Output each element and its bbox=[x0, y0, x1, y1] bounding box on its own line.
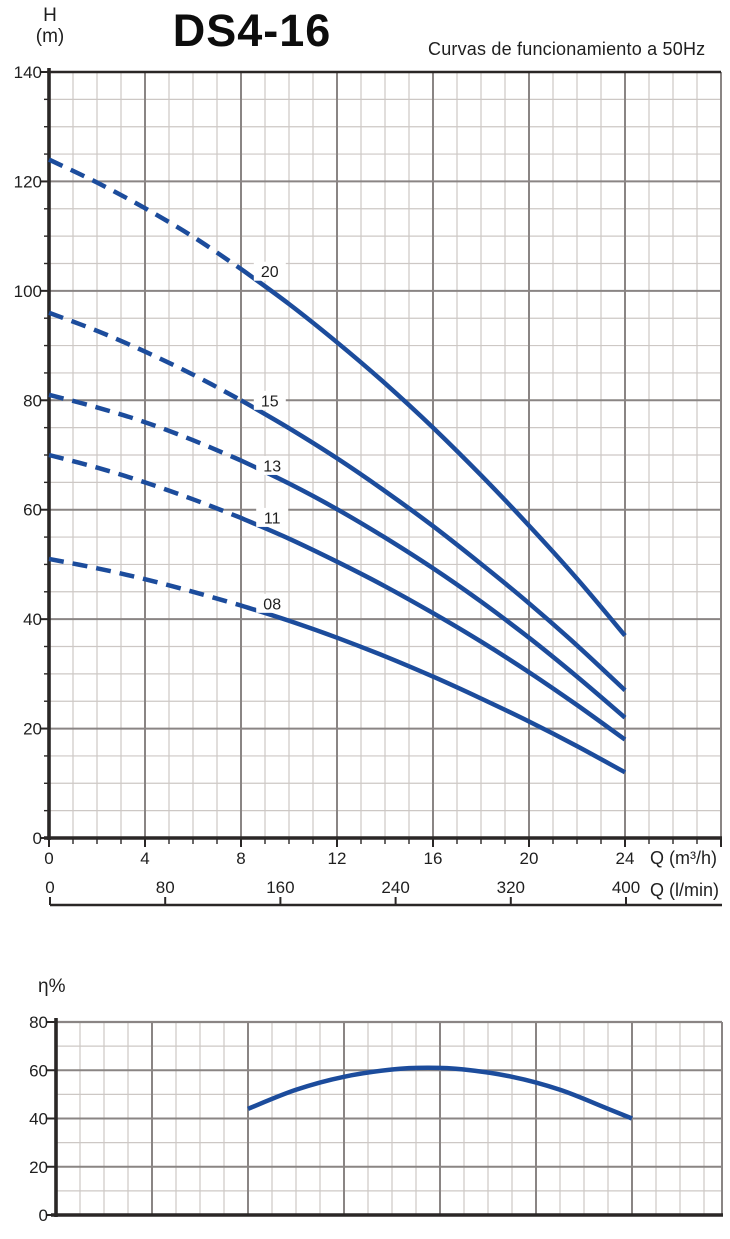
svg-text:100: 100 bbox=[14, 282, 42, 301]
head-axis-title-unit: (m) bbox=[35, 26, 65, 47]
svg-text:12: 12 bbox=[328, 849, 347, 868]
curve-11-solid bbox=[240, 515, 627, 742]
svg-text:0: 0 bbox=[45, 878, 54, 897]
svg-text:140: 140 bbox=[14, 63, 42, 82]
efficiency-axis-title: η% bbox=[38, 976, 66, 997]
svg-text:240: 240 bbox=[381, 878, 409, 897]
curve-13-dashed bbox=[48, 392, 242, 463]
svg-text:20: 20 bbox=[520, 849, 539, 868]
curve-11-dashed bbox=[48, 452, 242, 520]
curve-label-13: 13 bbox=[256, 455, 289, 475]
eff-y-tick-label: 80 bbox=[29, 1013, 48, 1032]
curve-13-solid bbox=[240, 458, 627, 720]
head-axis-title: H (m) bbox=[26, 5, 74, 47]
svg-text:24: 24 bbox=[616, 849, 635, 868]
svg-text:4: 4 bbox=[140, 849, 149, 868]
head-y-tick-labels: 0 20 40 60 80 100 120 140 bbox=[14, 63, 42, 848]
curve-label-08: 08 bbox=[256, 593, 289, 613]
svg-text:20: 20 bbox=[261, 264, 279, 281]
svg-text:320: 320 bbox=[497, 878, 525, 897]
head-axis-title-symbol: H bbox=[43, 5, 57, 26]
svg-text:0: 0 bbox=[44, 849, 53, 868]
eff-y-tick-label: 0 bbox=[39, 1206, 48, 1225]
x-axis-unit-m3h: Q (m³/h) bbox=[650, 848, 717, 868]
svg-text:400: 400 bbox=[612, 878, 640, 897]
curve-15-solid bbox=[239, 398, 627, 692]
curve-20-solid bbox=[239, 267, 627, 638]
curve-08-solid bbox=[240, 603, 627, 775]
svg-text:15: 15 bbox=[261, 393, 279, 410]
curve-08-dashed bbox=[48, 556, 242, 608]
svg-text:0: 0 bbox=[33, 829, 42, 848]
curve-label-11: 11 bbox=[256, 507, 289, 527]
eff-y-tick-label: 40 bbox=[29, 1110, 48, 1129]
curve-label-15: 15 bbox=[253, 390, 286, 410]
svg-text:16: 16 bbox=[424, 849, 443, 868]
svg-text:0: 0 bbox=[39, 1206, 48, 1225]
svg-text:60: 60 bbox=[23, 501, 42, 520]
page-title: DS4-16 bbox=[172, 5, 332, 56]
svg-text:8: 8 bbox=[236, 849, 245, 868]
chart-subtitle: Curvas de funcionamiento a 50Hz bbox=[428, 39, 706, 59]
curve-20-dashed bbox=[48, 157, 243, 271]
curve-15-dashed bbox=[48, 310, 243, 403]
svg-text:20: 20 bbox=[23, 720, 42, 739]
svg-text:08: 08 bbox=[263, 596, 281, 613]
efficiency-curve bbox=[247, 1065, 633, 1121]
svg-text:11: 11 bbox=[264, 510, 281, 527]
svg-text:20: 20 bbox=[29, 1158, 48, 1177]
svg-text:40: 40 bbox=[29, 1110, 48, 1129]
svg-text:120: 120 bbox=[14, 172, 42, 191]
svg-text:40: 40 bbox=[23, 610, 42, 629]
eff-y-tick-label: 60 bbox=[29, 1061, 48, 1080]
svg-text:13: 13 bbox=[263, 458, 281, 475]
efficiency-chart: 0 20 40 60 80 bbox=[29, 1013, 723, 1225]
svg-text:60: 60 bbox=[29, 1061, 48, 1080]
head-x-tick-labels: 0 4 8 12 16 20 24 bbox=[44, 849, 634, 868]
svg-text:80: 80 bbox=[29, 1013, 48, 1032]
lmin-axis: 0 80 160 240 320 400 Q (l/min) bbox=[45, 878, 722, 907]
curve-label-20: 20 bbox=[253, 261, 286, 281]
svg-text:80: 80 bbox=[23, 391, 42, 410]
svg-text:80: 80 bbox=[156, 878, 175, 897]
svg-text:160: 160 bbox=[266, 878, 294, 897]
eff-y-tick-label: 20 bbox=[29, 1158, 48, 1177]
x-axis-unit-lmin: Q (l/min) bbox=[650, 880, 719, 900]
